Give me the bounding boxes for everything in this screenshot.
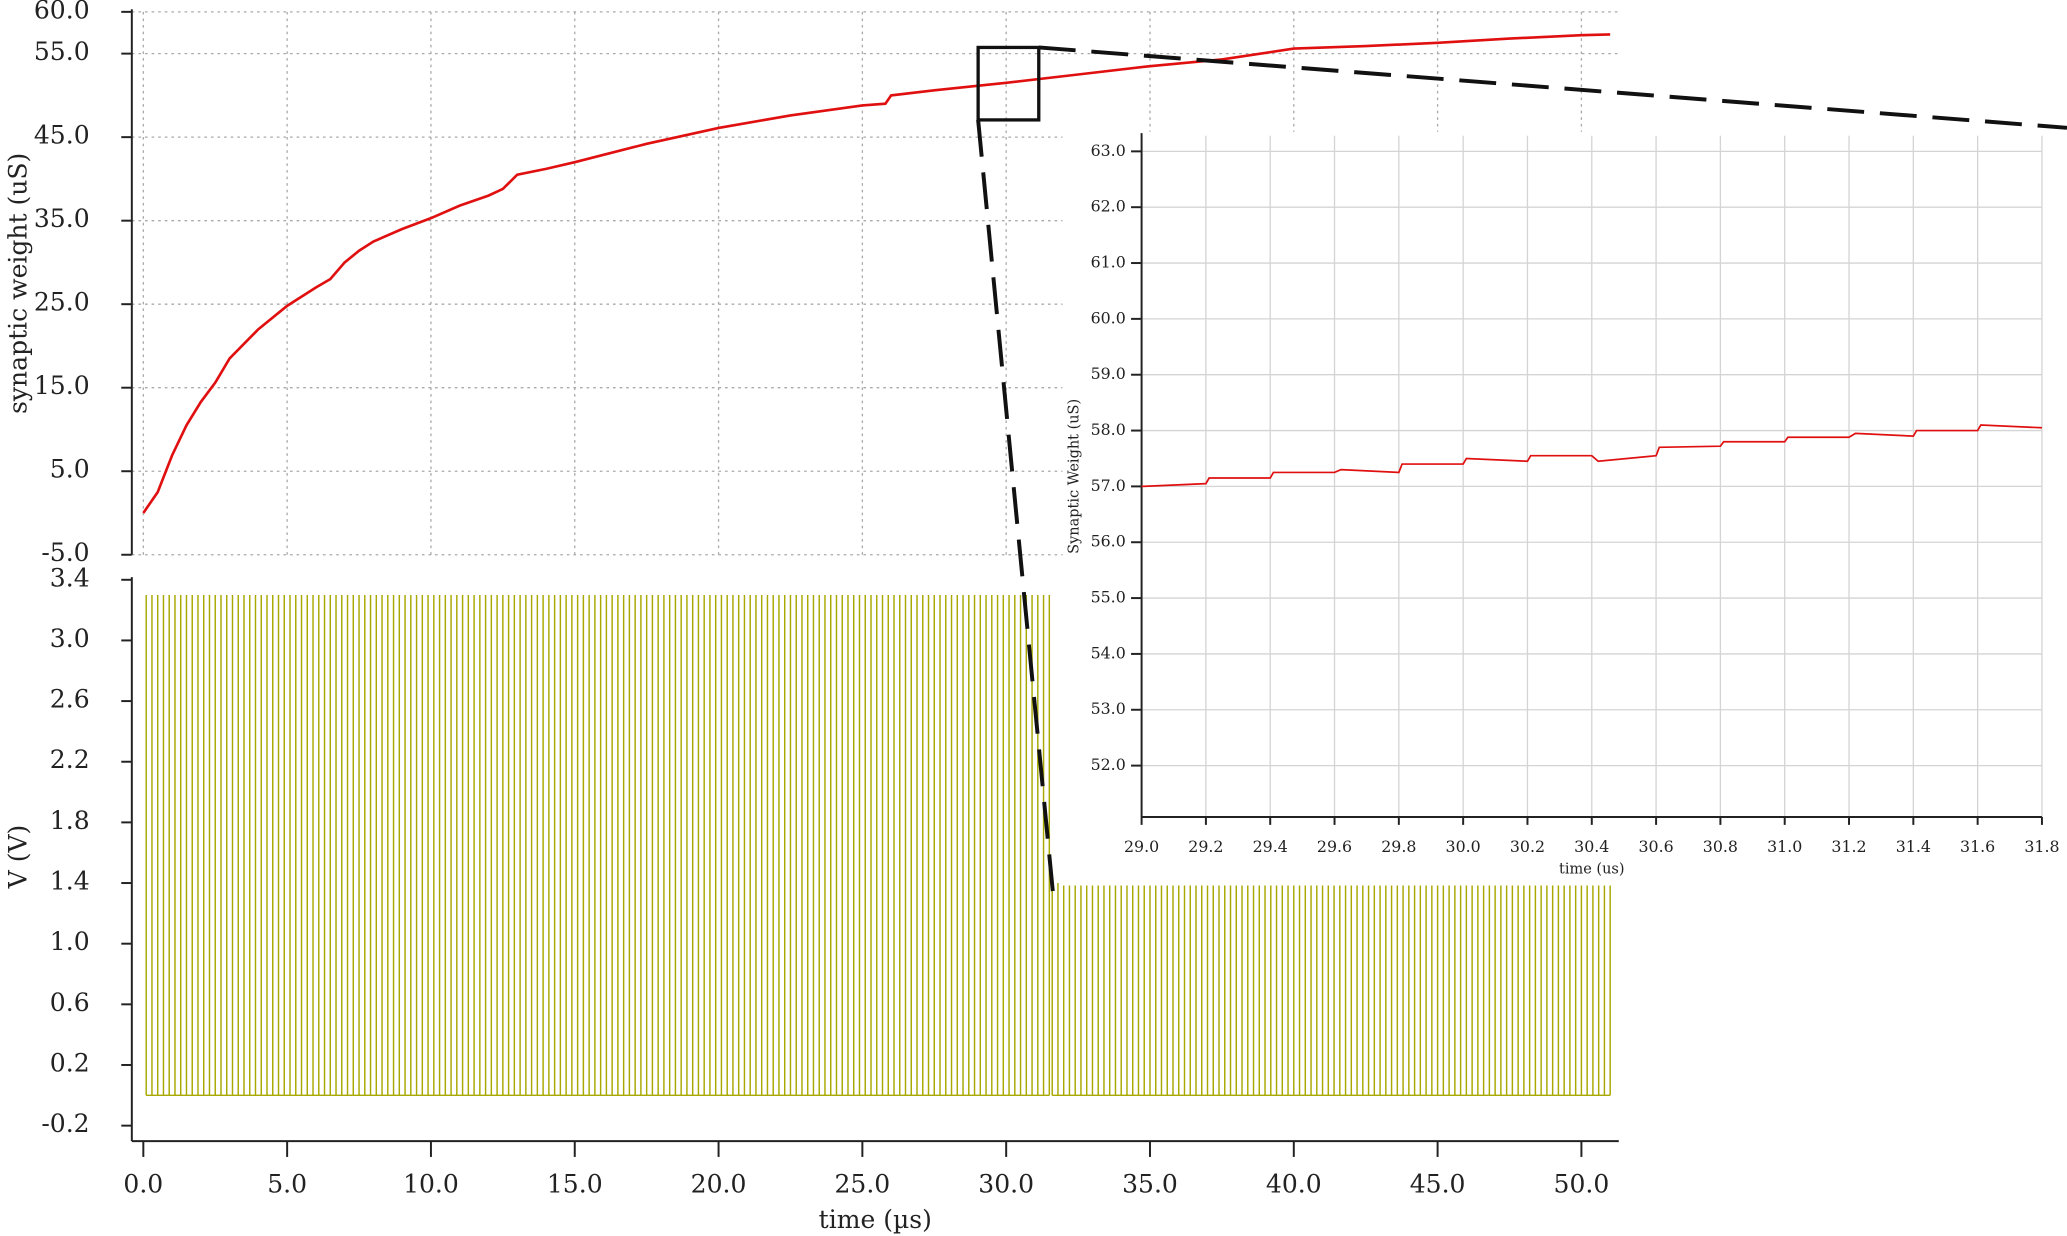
zoom-box: [976, 45, 1041, 122]
y-tick-label: 57.0: [1091, 476, 1126, 495]
x-tick-label: 31.4: [1896, 837, 1931, 856]
y-tick-label: 0.2: [50, 1048, 90, 1077]
x-tick-label: 5.0: [267, 1169, 307, 1198]
x-tick-label: 30.6: [1638, 837, 1673, 856]
y-tick-label: 35.0: [34, 204, 90, 233]
y-tick-label: 15.0: [34, 371, 90, 400]
y-tick-label: -0.2: [41, 1109, 89, 1138]
x-tick-label: 45.0: [1410, 1169, 1466, 1198]
y-tick-label: 60.0: [1091, 308, 1126, 327]
y-tick-label: 53.0: [1091, 699, 1126, 718]
x-tick-label: 29.4: [1253, 837, 1288, 856]
y-tick-label: 3.0: [50, 624, 90, 653]
y-axis-title: V (V): [3, 825, 32, 890]
y-tick-label: 58.0: [1091, 420, 1126, 439]
data-line: [1141, 424, 2042, 488]
inset-panel: 52.0 53.0 54.0 55.0 56.0 57.0 58.0 59.0 60.0 61.0…: [1066, 133, 2060, 878]
x-tick-label: 29.8: [1381, 837, 1416, 856]
x-tick-label: 30.0: [1446, 837, 1481, 856]
x-tick-label: 40.0: [1266, 1169, 1322, 1198]
x-tick-label: 20.0: [691, 1169, 747, 1198]
x-tick-label: 31.0: [1767, 837, 1802, 856]
zoom-line: [1038, 45, 2067, 130]
y-tick-label: 1.0: [50, 927, 90, 956]
x-tick-label: 29.0: [1124, 837, 1159, 856]
pulse-train: [1051, 883, 1611, 1097]
x-tick-label: 10.0: [403, 1169, 459, 1198]
y-tick-label: 56.0: [1091, 532, 1126, 551]
x-tick-label: 29.2: [1188, 837, 1223, 856]
x-tick-label: 15.0: [547, 1169, 603, 1198]
y-axis-title: Synaptic Weight (uS): [1066, 399, 1082, 554]
inset-background: [1062, 131, 2067, 886]
y-tick-label: 59.0: [1091, 364, 1126, 383]
y-tick-label: 3.4: [50, 563, 90, 592]
x-tick-label: 35.0: [1122, 1169, 1178, 1198]
y-tick-label: 63.0: [1091, 141, 1126, 160]
x-tick-label: 50.0: [1554, 1169, 1610, 1198]
y-axis-title: synaptic weight (uS): [3, 153, 32, 414]
x-tick-label: 30.2: [1510, 837, 1545, 856]
y-tick-label: 61.0: [1091, 253, 1126, 272]
x-tick-label: 30.4: [1574, 837, 1609, 856]
y-tick-label: -5.0: [41, 538, 89, 567]
y-tick-label: 55.0: [1091, 588, 1126, 607]
y-tick-label: 0.6: [50, 988, 90, 1017]
x-axis-title: time (us): [1559, 862, 1624, 878]
y-tick-label: 62.0: [1091, 197, 1126, 216]
y-tick-label: 2.2: [50, 745, 90, 774]
x-tick-label: 0.0: [123, 1169, 163, 1198]
y-tick-label: 60.0: [34, 0, 90, 24]
y-tick-label: 45.0: [34, 121, 90, 150]
pulse-train: [145, 594, 1051, 1097]
y-tick-label: 25.0: [34, 288, 90, 317]
x-tick-label: 30.0: [978, 1169, 1034, 1198]
x-tick-label: 25.0: [834, 1169, 890, 1198]
y-tick-label: 5.0: [50, 455, 90, 484]
x-axis-title: time (µs): [819, 1205, 932, 1234]
y-tick-label: 54.0: [1091, 643, 1126, 662]
y-tick-label: 2.6: [50, 685, 90, 714]
y-tick-label: 52.0: [1091, 755, 1126, 774]
x-tick-label: 29.6: [1317, 837, 1352, 856]
x-tick-label: 31.6: [1960, 837, 1995, 856]
y-tick-label: 1.8: [50, 806, 90, 835]
y-tick-label: 55.0: [34, 37, 90, 66]
zoom-line: [976, 119, 1056, 897]
x-tick-label: 30.8: [1703, 837, 1738, 856]
x-tick-label: 31.8: [2024, 837, 2059, 856]
bottom-panel: -0.2 0.2 0.6 1.0 1.4 1.8 2.2 2.6 3.0 3.4 0.0 5.0 10.…: [3, 563, 1619, 1234]
x-tick-label: 31.2: [1831, 837, 1866, 856]
y-tick-label: 1.4: [50, 867, 90, 896]
